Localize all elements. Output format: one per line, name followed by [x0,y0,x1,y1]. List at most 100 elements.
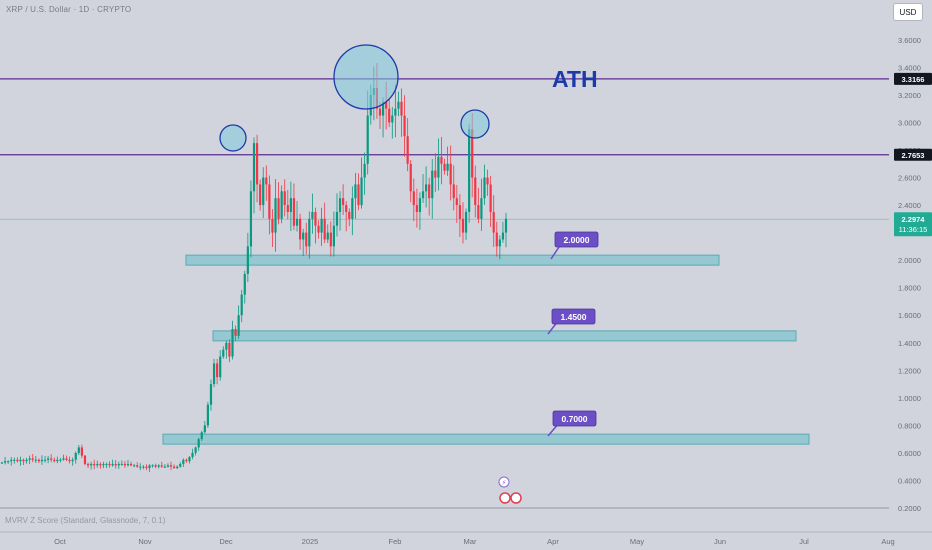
y-tick-label: 0.4000 [898,476,921,485]
candle-body [351,198,354,219]
candle-body [203,425,206,433]
candle-body [43,459,47,461]
candle-body [240,294,243,316]
candle-body [385,101,388,109]
candle-body [289,198,292,212]
candle-body [117,463,120,466]
zone-label-box [551,308,596,325]
candle-body [298,218,302,240]
y-tick-label: 2.4000 [898,201,921,210]
candle-body [176,466,179,469]
candle-body [225,342,228,350]
candle-body [102,463,105,466]
candle-body [120,463,123,465]
y-tick-label: 2.0000 [898,256,921,265]
y-tick-label: 3.4000 [898,63,921,72]
candle-body [378,108,382,116]
candle-body [90,463,93,466]
level-price-label: 3.3166 [902,75,925,84]
candle-body [317,225,320,233]
candle-body [424,184,428,192]
y-tick-label: 1.6000 [898,311,921,320]
candle-body [222,349,225,357]
candle-body [50,458,53,460]
candle-body [397,101,400,109]
candle-body [468,129,471,212]
candle-body [123,463,127,466]
highlight-circle [460,109,490,139]
candle-body [99,463,102,466]
candle-body [40,459,44,462]
candle-body [286,205,289,212]
candle-body [262,177,265,206]
y-tick-label: 1.0000 [898,394,921,403]
candle-body [311,211,314,219]
candle-body [65,458,68,460]
y-tick-label: 3.2000 [898,91,921,100]
candle-body [255,143,259,185]
last-price-tag [894,212,932,237]
candle-body [185,459,188,462]
candle-body [172,466,176,469]
candle-body [354,184,357,199]
candle-body [342,198,345,206]
candle-body [136,465,139,467]
level-price-tag [894,72,932,85]
candle-body [133,465,136,467]
candle-body [53,459,56,462]
candle-body [265,177,268,185]
candle-body [212,363,216,385]
candle-body [83,455,87,464]
candle-body [461,218,465,233]
x-tick-label: May [630,537,644,546]
zone-label: 2.0000 [564,235,590,245]
currency-button[interactable]: USD [893,3,923,21]
candle-body [111,463,114,466]
candle-body [154,465,157,467]
candle-body [338,198,342,212]
candle-body [305,232,308,247]
us-flag-icon [510,492,522,504]
candle-body [139,466,142,468]
candle-body [59,459,62,461]
candle-body [501,232,505,240]
y-tick-label: 2.6000 [898,174,921,183]
candle-body [335,211,339,226]
candle-body [234,328,237,336]
us-flag-icon [499,492,511,504]
candle-body [391,115,394,123]
candle-body [252,143,256,192]
candle-body [77,447,80,453]
price-countdown: 11:36:15 [899,225,928,234]
candle-body [421,191,425,199]
candle-body [246,246,249,274]
y-tick-label: 0.8000 [898,421,921,430]
candle-body [489,184,492,212]
candle-body [7,461,10,463]
candle-body [495,232,498,247]
candle-body [74,452,77,460]
candle-body [151,465,154,467]
candle-body [182,459,185,464]
x-tick-label: Aug [881,537,894,546]
candle-body [464,211,468,233]
price-scale [889,0,932,550]
candle-body [160,465,163,467]
zone-label-box [552,410,597,427]
y-tick-label: 1.8000 [898,284,921,293]
candle-body [271,218,274,233]
candle-body [129,463,133,466]
candle-body [480,198,483,219]
y-tick-label: 3.0000 [898,118,921,127]
candle-body [68,459,71,462]
level-price-label: 2.7653 [902,151,925,160]
x-tick-label: Feb [389,537,402,546]
last-price-label: 2.2974 [902,215,926,224]
y-tick-label: 1.2000 [898,366,921,375]
candle-body [62,458,65,460]
candle-body [46,458,50,460]
candle-body [34,459,37,461]
candle-body [274,198,277,233]
